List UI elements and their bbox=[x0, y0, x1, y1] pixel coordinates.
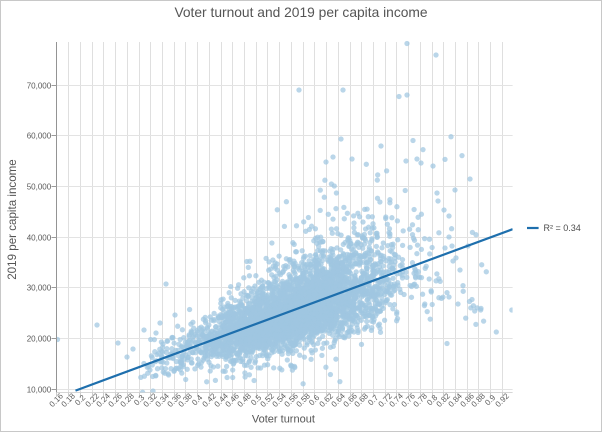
svg-text:40,000: 40,000 bbox=[27, 233, 52, 242]
svg-text:30,000: 30,000 bbox=[27, 283, 52, 292]
svg-text:Voter turnout: Voter turnout bbox=[252, 414, 315, 426]
svg-text:2019 per capita income: 2019 per capita income bbox=[6, 159, 19, 280]
svg-text:60,000: 60,000 bbox=[27, 131, 52, 140]
svg-text:70,000: 70,000 bbox=[27, 81, 52, 90]
svg-text:Voter turnout and 2019 per cap: Voter turnout and 2019 per capita income bbox=[174, 5, 427, 20]
svg-text:10,000: 10,000 bbox=[27, 385, 52, 394]
svg-text:R² = 0.34: R² = 0.34 bbox=[544, 223, 581, 233]
svg-text:20,000: 20,000 bbox=[27, 334, 52, 343]
svg-text:50,000: 50,000 bbox=[27, 182, 52, 191]
